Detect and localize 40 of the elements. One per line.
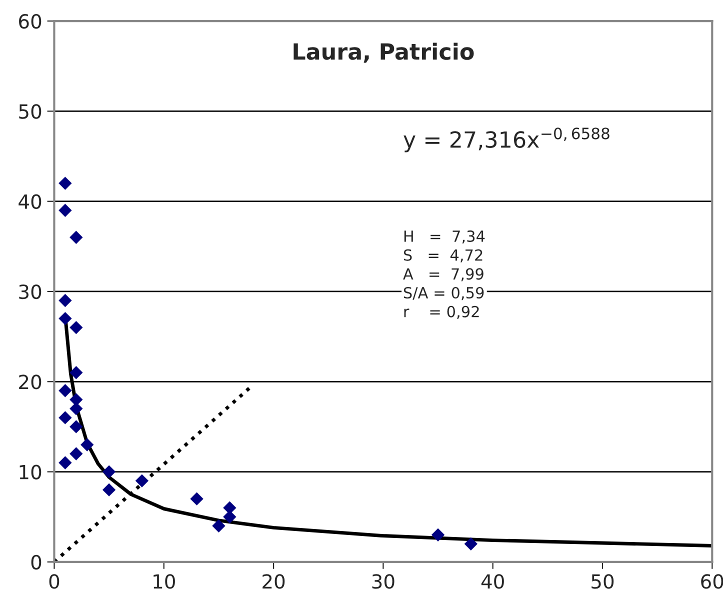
point bbox=[431, 528, 445, 542]
point bbox=[70, 320, 83, 334]
point bbox=[58, 456, 72, 470]
x-tick-label: 0 bbox=[49, 574, 60, 589]
point bbox=[58, 204, 72, 217]
point bbox=[70, 230, 83, 244]
point bbox=[102, 483, 116, 496]
point bbox=[464, 537, 478, 550]
x-tick-label: 10 bbox=[154, 574, 175, 589]
point bbox=[70, 366, 83, 380]
annotation: y = 27,316x$^{−0,6588}$ bbox=[404, 128, 610, 152]
point bbox=[190, 492, 204, 506]
x-tick-label: 60 bbox=[701, 574, 723, 589]
point bbox=[58, 294, 72, 308]
point bbox=[58, 384, 72, 398]
point bbox=[58, 411, 72, 424]
y-tick-label: 10 bbox=[20, 464, 42, 480]
x-tick-label: 50 bbox=[592, 574, 614, 589]
x-tick-label: 30 bbox=[372, 574, 394, 589]
point bbox=[102, 465, 116, 478]
point bbox=[58, 312, 72, 326]
y-tick-label: 30 bbox=[19, 284, 42, 300]
point bbox=[70, 402, 83, 416]
text: Laura, Patricio bbox=[294, 42, 474, 63]
x-tick-label: 40 bbox=[481, 574, 504, 589]
y-tick-label: 60 bbox=[19, 14, 42, 29]
point bbox=[223, 501, 236, 514]
point bbox=[135, 474, 149, 488]
y-tick-label: 40 bbox=[18, 194, 42, 209]
y-tick-label: 50 bbox=[19, 104, 42, 119]
point bbox=[70, 447, 83, 460]
annotation: H = 7,34 S = 4,72 A = 7,99 S/A = 0,59 r = 0,92 bbox=[403, 230, 485, 319]
y-tick-label: 0 bbox=[31, 554, 42, 570]
point bbox=[212, 519, 226, 532]
point bbox=[80, 438, 94, 452]
x-tick-label: 20 bbox=[262, 574, 285, 589]
point bbox=[58, 176, 72, 190]
point bbox=[223, 510, 236, 524]
y-tick-label: 20 bbox=[19, 374, 42, 390]
point bbox=[70, 420, 83, 434]
